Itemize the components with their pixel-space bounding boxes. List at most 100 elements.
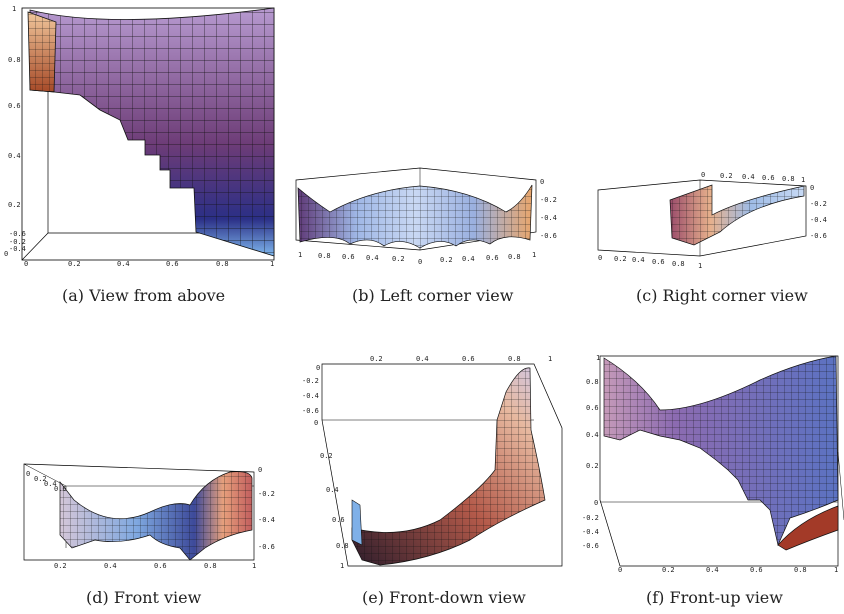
panel-f-tick: 0.8 — [586, 378, 599, 386]
panel-e-tick: 0 — [314, 419, 318, 427]
panel-f-tick: 0.6 — [586, 404, 599, 412]
panel-e-tick: 0.2 — [370, 355, 383, 363]
panel-b-tick: 0.6 — [486, 254, 499, 262]
caption-a: (a) View from above — [62, 286, 226, 305]
panel-c-tick: 1 — [698, 262, 702, 270]
caption-b: (b) Left corner view — [352, 286, 514, 305]
panel-d-tick: 0.4 — [104, 562, 117, 570]
panel-c-tick: 0.6 — [652, 258, 665, 266]
panel-f-tick: 0.4 — [586, 431, 599, 439]
panel-d-tick: 0 — [26, 470, 30, 478]
panel-d-tick: 0.2 — [54, 562, 67, 570]
panel-b-tick: 1 — [532, 251, 536, 259]
panel-f-tick: 1 — [834, 566, 838, 574]
panel-c-tick: 0.4 — [632, 256, 645, 264]
panel-a-tick: 0.2 — [8, 201, 21, 209]
panel-b-tick: -0.4 — [540, 214, 557, 222]
panel-c-tick: 0.4 — [742, 173, 755, 181]
panel-f-bounding-box — [599, 355, 839, 567]
panel-a-tick: 1 — [12, 5, 16, 13]
panel-e-tick: 0.8 — [336, 542, 349, 550]
caption-c: (c) Right corner view — [636, 286, 808, 305]
panel-f-tick: 0.6 — [750, 566, 763, 574]
panel-a-tick: 0 — [4, 250, 8, 258]
panel-d-tick: 0.2 — [34, 475, 47, 483]
panel-e-tick: 0.4 — [416, 355, 429, 363]
panel-d-tick: -0.2 — [258, 490, 275, 498]
panel-a-tick: -0.4 — [9, 245, 26, 253]
panel-d-tick: 0.6 — [154, 562, 167, 570]
panel-b-plot: 0 -0.2 -0.4 -0.6 1 0.8 0.6 0.4 0.2 0 0.2… — [295, 167, 557, 266]
panel-f-tick: 0.2 — [662, 566, 675, 574]
panel-b-tick: 1 — [298, 251, 302, 259]
panel-f-tick: 0 — [618, 566, 622, 574]
panel-a-tick: 0 — [24, 260, 28, 268]
panel-c-tick: 0.6 — [762, 174, 775, 182]
panel-b-tick: 0.4 — [462, 255, 475, 263]
panel-f-tick: 0.8 — [794, 566, 807, 574]
panel-f-tick: 0.4 — [706, 566, 719, 574]
panel-a-tick: 0.2 — [68, 260, 81, 268]
panel-f-tick: 0.2 — [586, 462, 599, 470]
panel-c-tick: -0.2 — [810, 200, 827, 208]
panel-f-tick: -0.2 — [582, 514, 599, 522]
panel-b-tick: -0.2 — [540, 196, 557, 204]
panel-c-tick: 0 — [701, 171, 705, 179]
panel-d-tick: 0.4 — [44, 480, 57, 488]
panel-c-tick: 0.8 — [782, 175, 795, 183]
panel-e-tick: 1 — [548, 355, 552, 363]
panel-f-plot: 1 0.8 0.6 0.4 0.2 0 -0.2 -0.4 -0.6 0 0.2… — [582, 354, 844, 574]
panel-c-plot: 0 0.2 0.4 0.6 0.8 1 0 -0.2 -0.4 -0.6 0 0… — [597, 171, 827, 270]
panel-f-red-strip — [777, 505, 839, 551]
panel-a-tick: 0.6 — [8, 102, 21, 110]
panel-e-tick: 0.6 — [332, 516, 345, 524]
panel-b-tick: -0.6 — [540, 232, 557, 240]
panel-c-tick: 0 — [598, 254, 602, 262]
caption-d: (d) Front view — [86, 588, 202, 607]
panel-e-tick: 1 — [340, 562, 344, 570]
panel-d-tick: -0.6 — [258, 543, 275, 551]
panel-d-bounding-box — [23, 463, 255, 561]
panel-e-tick: -0.4 — [302, 392, 319, 400]
panel-e-tick: 0.2 — [320, 452, 333, 460]
panel-d-tick: 0 — [258, 466, 262, 474]
panel-d-plot: 0 0.2 0.4 0.6 0 -0.2 -0.4 -0.6 0.2 0.4 0… — [23, 463, 275, 570]
panel-a-tick: 0.8 — [216, 260, 229, 268]
panel-b-tick: 0.4 — [366, 254, 379, 262]
panel-a-tick: 0.4 — [117, 260, 130, 268]
panel-a-tick: -0.2 — [9, 238, 26, 246]
panel-d-tick: 0.8 — [204, 562, 217, 570]
panel-e-plot: 0.2 0.4 0.6 0.8 1 0 -0.2 -0.4 -0.6 0 0.2… — [302, 355, 563, 570]
panel-c-tick: 1 — [801, 176, 805, 184]
panel-b-tick: 0.2 — [440, 256, 453, 264]
panel-c-tick: 0.2 — [614, 255, 627, 263]
panel-a-tick: 0.8 — [8, 56, 21, 64]
panel-d-tick: 1 — [252, 562, 256, 570]
panel-f-tick: 0 — [594, 499, 598, 507]
panel-a-tick: 1 — [270, 260, 274, 268]
panel-f-tick: 1 — [596, 354, 600, 362]
panel-a-plot: 1 0.8 0.6 0.4 0.2 0 -0.6 -0.2 -0.4 0 0.2… — [4, 5, 275, 268]
panel-c-tick: -0.4 — [810, 216, 827, 224]
panel-c-tick: 0 — [810, 184, 814, 192]
panel-a-tick: 0.4 — [8, 152, 21, 160]
panel-e-tick: -0.2 — [302, 377, 319, 385]
panel-b-tick: 0.6 — [342, 253, 355, 261]
panel-c-tick: 0.2 — [720, 172, 733, 180]
panel-b-tick: 0.2 — [392, 255, 405, 263]
panel-d-tick: 0.6 — [54, 485, 67, 493]
panel-e-tick: 0.8 — [508, 355, 521, 363]
panel-e-tick: 0 — [316, 364, 320, 372]
panel-b-tick: 0 — [540, 178, 544, 186]
panel-f-tick: -0.6 — [582, 542, 599, 550]
caption-e: (e) Front-down view — [362, 588, 526, 607]
panel-e-tick: -0.6 — [302, 407, 319, 415]
panel-b-tick: 0.8 — [508, 253, 521, 261]
caption-f: (f) Front-up view — [646, 588, 783, 607]
panel-e-tick: 0.4 — [326, 486, 339, 494]
panel-c-tick: -0.6 — [810, 232, 827, 240]
panel-a-tick: -0.6 — [9, 230, 26, 238]
panel-a-tick: 0.6 — [166, 260, 179, 268]
panel-b-tick: 0 — [418, 258, 422, 266]
